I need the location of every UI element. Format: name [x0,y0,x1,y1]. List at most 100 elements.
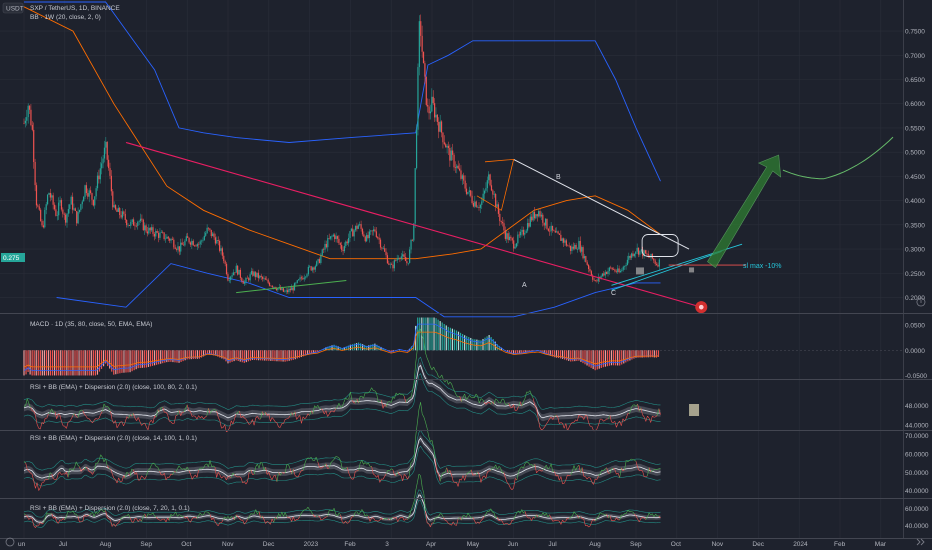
candle-down [471,195,473,204]
price-pane[interactable] [23,1,894,318]
symbol-badge[interactable]: USDT [2,2,24,14]
time-axis[interactable]: un Jul Aug Sep Oct Nov Dec 2023 Feb 3 Apr May Jun Jul… [18,541,887,548]
rsi-line-segment [56,413,59,419]
rsi-line-segment [302,463,305,471]
rsi-line-segment [534,405,537,409]
candle-down [71,196,74,210]
candle-down [381,247,383,249]
rsi-line-segment [611,467,614,470]
candle-up [496,204,498,207]
rsi-line-segment [542,467,545,471]
candle-up [331,236,333,237]
candle-up [357,225,359,229]
rsi-line-segment [142,477,145,480]
candle-up [415,129,418,169]
rsi-pane-3[interactable] [23,473,661,528]
rsi-line-segment [650,470,653,473]
rsi-line-segment [250,419,253,424]
rsi-pane-1[interactable] [23,328,700,433]
candle-down [325,243,328,248]
candle-down [549,230,551,232]
macd-pane[interactable] [23,317,903,376]
rsi-line-segment [123,475,126,479]
candle-down [374,229,376,232]
candle-down [169,238,171,241]
candle-down [42,225,45,228]
rsi-line-segment [614,517,617,521]
rsi-line-segment [156,466,158,468]
rsi-line-segment [609,468,612,474]
rsi-line-segment [467,512,470,516]
timezone-icon[interactable] [5,537,15,547]
rsi-line-segment [141,516,144,522]
rsi-line-segment [609,415,612,422]
drawings [125,136,894,314]
candle-up [113,205,115,208]
time-tick-label: May [467,541,480,548]
rsi-line-segment [550,518,554,522]
candle-down [551,225,554,231]
rsi-line-segment [554,415,557,417]
rsi-line-segment [120,421,123,423]
rsi-pane-2[interactable] [23,402,661,491]
time-tick-label: 3 [385,541,389,548]
rsi-line-segment [500,467,503,473]
rsi-line-segment [626,460,629,462]
rsi-line-segment [565,517,568,521]
candle-up [95,188,97,197]
rsi-line-segment [436,472,439,474]
candle-down [384,248,386,252]
rsi-line-segment [506,482,509,485]
rsi-line-segment [483,513,487,517]
time-tick-label: Apr [426,541,437,548]
candle-up [105,141,107,148]
candle-down [124,213,126,220]
rsi-line-segment [523,398,526,402]
rsi-line-segment [307,413,310,416]
rsi-line-segment [616,423,619,428]
rsi-line-segment [532,398,536,406]
rsi-line-segment [368,390,371,394]
candle-down [30,109,32,126]
rsi-line-segment [421,487,425,494]
rsi-line-segment [235,412,239,415]
rsi-line-segment [430,366,433,370]
price-scale[interactable]: 0.75000.70000.65000.60000.55000.50000.45… [905,29,929,530]
rsi-line-segment [417,474,420,483]
rsi-line-segment [118,477,121,482]
rsi-line-segment [157,467,160,472]
candle-up [84,185,86,197]
settings-icon[interactable] [916,297,926,307]
candle-up [24,120,26,124]
rsi-line-segment [100,509,103,511]
candle-down [112,191,114,208]
rsi-line-segment [268,414,271,422]
candle-up [216,240,218,244]
price-tick-label: 0.5500 [905,125,925,132]
rsi-line-segment [461,475,464,481]
rsi-line-segment [244,481,247,485]
rsi-line-segment [477,471,480,475]
scroll-right-icon[interactable] [916,538,925,546]
candle-down [497,204,500,214]
candle-down [156,231,158,233]
indicator-tick-label: 44.0000 [905,423,929,430]
rsi-line-segment [98,413,101,419]
candle-up [538,211,540,217]
rsi-line-segment [555,474,558,477]
candle-down [134,225,136,227]
rsi-line-segment [69,418,72,422]
rsi-line-segment [84,466,87,470]
rsi-line-segment [638,407,642,412]
rsi-line-segment [343,521,346,524]
candle-up [343,245,346,252]
rsi-line-segment [586,415,589,423]
rsi-line-segment [361,459,364,465]
rsi-line-segment [376,475,379,478]
candle-down [141,218,143,220]
rsi-line-segment [226,476,229,481]
rsi-line-segment [485,471,488,479]
rsi-line-segment [40,522,43,524]
rsi-line-segment [190,518,193,523]
